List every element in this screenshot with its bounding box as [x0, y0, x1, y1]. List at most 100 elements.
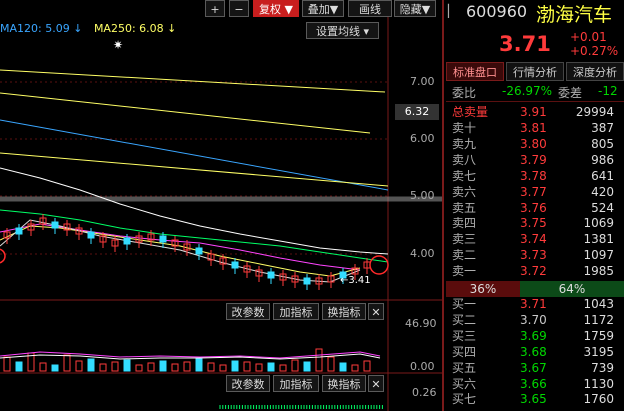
expand-icon[interactable]: ▏ [448, 4, 458, 18]
candle-body [123, 237, 131, 245]
switch-indicator-button[interactable]: 换指标 [322, 303, 366, 320]
order-level-label: 买六 [452, 376, 477, 391]
order-level-label: 卖八 [452, 152, 477, 167]
ma-settings-button[interactable]: 设置均线 ▾ [306, 22, 379, 39]
draw-line-button[interactable]: 画线 [348, 0, 392, 17]
order-book-row[interactable]: 卖六 3.77 420 [446, 185, 624, 200]
order-price: 3.74 [520, 232, 547, 247]
order-book-row[interactable]: 买三 3.69 1759 [446, 329, 624, 344]
order-book-row[interactable]: 卖七 3.78 641 [446, 169, 624, 184]
close-icon[interactable]: ✕ [368, 303, 384, 320]
order-price: 3.76 [520, 200, 547, 215]
order-volume: 524 [591, 200, 614, 215]
order-book-row[interactable]: 卖二 3.73 1097 [446, 248, 624, 263]
kline-chart[interactable] [0, 0, 442, 411]
volume-bar [147, 362, 155, 372]
volume-bar [315, 348, 323, 372]
macd-top-label: 0.26 [412, 386, 437, 399]
volume-bar [3, 356, 11, 372]
price-tick: 5.00 [410, 189, 435, 202]
volume-bar [39, 362, 47, 372]
switch-indicator-button[interactable]: 换指标 [322, 375, 366, 392]
price-tick: 6.00 [410, 132, 435, 145]
overlay-button[interactable]: 叠加▼ [302, 0, 344, 17]
order-level-label: 卖九 [452, 136, 477, 151]
restore-button[interactable]: 复权 ▼ [253, 0, 299, 17]
candle-body [279, 273, 287, 281]
candle-body [219, 257, 227, 265]
candle-body [39, 217, 47, 225]
close-icon[interactable]: ✕ [368, 375, 384, 392]
volume-bar [51, 364, 59, 372]
candle-body [27, 223, 35, 231]
order-price: 3.78 [520, 168, 547, 183]
order-book-row[interactable]: 卖十 3.81 387 [446, 121, 624, 136]
price-tick: 4.00 [410, 247, 435, 260]
order-book-row[interactable]: 卖八 3.79 986 [446, 153, 624, 168]
order-volume: 1172 [583, 312, 614, 327]
order-book-row[interactable]: 卖五 3.76 524 [446, 201, 624, 216]
volume-bar [327, 356, 335, 372]
volume-bar [351, 364, 359, 372]
order-price: 3.71 [520, 297, 547, 311]
volume-bar [255, 363, 263, 372]
order-book-row[interactable]: 买二 3.70 1172 [446, 313, 624, 328]
change-param-button[interactable]: 改参数 [226, 303, 270, 320]
volume-bar [87, 358, 95, 372]
order-level-label: 卖六 [452, 184, 477, 199]
order-book-row[interactable]: 卖四 3.75 1069 [446, 216, 624, 231]
tab-depth-analysis[interactable]: 深度分析 [566, 62, 624, 81]
candle-body [195, 247, 203, 255]
order-level-label: 卖三 [452, 232, 477, 247]
order-level-label: 卖五 [452, 200, 477, 215]
order-level-label: 买二 [452, 312, 477, 327]
weicha-value: -12 [598, 84, 618, 98]
low-price-value: 3.41 [348, 275, 371, 286]
order-price: 3.72 [520, 264, 547, 279]
order-volume: 420 [591, 184, 614, 199]
order-book-row[interactable]: 买六 3.66 1130 [446, 377, 624, 392]
price-change-pct: +0.27% [570, 44, 619, 58]
tab-standard-quote[interactable]: 标准盘口 [446, 62, 504, 81]
volume-bar [267, 362, 275, 372]
candle-body [87, 231, 95, 239]
order-volume: 1760 [583, 392, 614, 407]
ma-legend: MA120: 5.09 ↓ MA250: 6.08 ↓ [0, 22, 176, 35]
candle-body [75, 227, 83, 235]
candle-body [63, 223, 71, 231]
order-price: 3.80 [520, 136, 547, 151]
volume-bar [363, 360, 371, 372]
zoom-out-button[interactable]: − [229, 0, 249, 17]
zoom-in-button[interactable]: + [205, 0, 225, 17]
candle-body [231, 261, 239, 269]
dropdown-icon: ▾ [363, 25, 370, 38]
candle-body [267, 271, 275, 279]
order-price: 3.66 [520, 376, 547, 391]
chart-area[interactable] [0, 0, 442, 411]
order-book-row[interactable]: 卖九 3.80 805 [446, 137, 624, 152]
order-book-row[interactable]: 买七 3.65 1760 [446, 392, 624, 407]
add-indicator-button[interactable]: 加指标 [273, 375, 319, 392]
hide-button[interactable]: 隐藏▼ [394, 0, 436, 17]
order-volume: 641 [591, 168, 614, 183]
weibi-row: 委比 -26.97% 委差 -12 [446, 84, 624, 101]
order-book-row[interactable]: 买四 3.68 3195 [446, 345, 624, 360]
volume-bar [231, 360, 239, 372]
tab-market-analysis[interactable]: 行情分析 [506, 62, 564, 81]
stock-code: 600960 [466, 2, 528, 21]
order-book-row[interactable]: 卖三 3.74 1381 [446, 232, 624, 247]
total-sell-volume: 29994 [575, 105, 614, 119]
candle-body [315, 277, 323, 285]
candle-body [291, 275, 299, 283]
order-level-label: 卖一 [452, 264, 477, 279]
order-volume: 3195 [583, 344, 614, 359]
order-book-row[interactable]: 买一 3.71 1043 [446, 297, 624, 312]
order-book-row[interactable]: 卖一 3.72 1985 [446, 264, 624, 279]
volume-bar [123, 359, 131, 372]
order-price: 3.77 [520, 184, 547, 199]
order-volume: 1130 [583, 376, 614, 391]
volume-bar [279, 364, 287, 372]
order-book-row[interactable]: 买五 3.67 739 [446, 361, 624, 376]
change-param-button[interactable]: 改参数 [226, 375, 270, 392]
add-indicator-button[interactable]: 加指标 [273, 303, 319, 320]
